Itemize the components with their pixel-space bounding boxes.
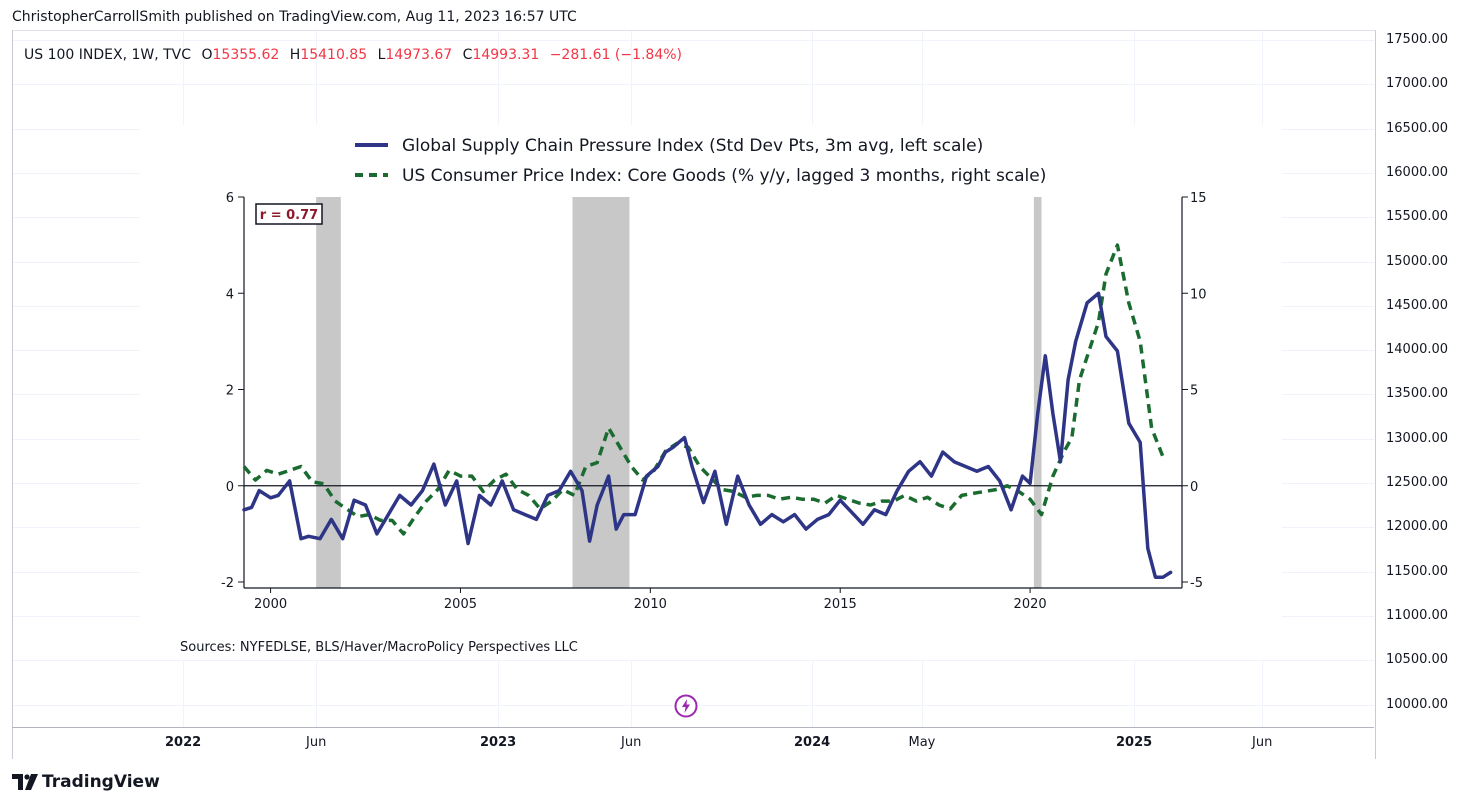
embedded-chart-image: 6 4 2 0 -2 15 10 5 0 -5 2000 2005 2010 2015 2020 Globa…: [140, 125, 1282, 660]
time-axis[interactable]: 2022 Jun 2023 Jun 2024 May 2025 Jun: [12, 727, 1374, 759]
left-tick-label: 2: [226, 384, 234, 399]
change-value: −281.61 (−1.84%): [549, 47, 682, 63]
right-tick-label: 5: [1190, 384, 1198, 399]
grid-line-horizontal: [13, 40, 1374, 41]
time-axis-label: Jun: [1252, 735, 1273, 750]
series-line-gscpi: [242, 291, 1173, 579]
price-scale-label: 12000.00: [1386, 519, 1449, 535]
symbol-legend[interactable]: US 100 INDEX, 1W, TVC O15355.62 H15410.8…: [24, 47, 688, 63]
price-scale-label: 16000.00: [1386, 164, 1449, 180]
correlation-label: r = 0.77: [260, 208, 318, 223]
price-scale-label: 10000.00: [1386, 696, 1449, 712]
price-scale-label: 14000.00: [1386, 342, 1449, 358]
price-scale-label: 17000.00: [1386, 76, 1449, 92]
price-scale-label: 13500.00: [1386, 386, 1449, 402]
open-label: O: [201, 47, 213, 63]
x-tick-label: 2000: [254, 597, 287, 612]
time-axis-label: 2023: [480, 735, 517, 750]
low-label: L: [377, 47, 386, 63]
price-scale-label: 13000.00: [1386, 430, 1449, 446]
x-tick-label: 2010: [634, 597, 667, 612]
left-tick-label: 4: [226, 287, 234, 302]
price-scale-label: 17500.00: [1386, 32, 1449, 47]
high-label: H: [289, 47, 301, 63]
series-line-cpi: [242, 243, 1165, 536]
tradingview-brand[interactable]: TradingView: [12, 772, 160, 792]
close-label: C: [462, 47, 473, 63]
correlation-box: r = 0.77: [255, 203, 323, 225]
left-tick-label: 0: [226, 480, 234, 495]
right-tick-label: -5: [1190, 576, 1203, 591]
price-scale-label: 14500.00: [1386, 297, 1449, 313]
lightning-icon[interactable]: [674, 694, 698, 718]
price-scale-label: 15000.00: [1386, 253, 1449, 269]
publisher-line: ChristopherCarrollSmith published on Tra…: [12, 9, 577, 25]
time-axis-label: 2024: [794, 735, 831, 750]
legend-entry-cpi: US Consumer Price Index: Core Goods (% y…: [402, 166, 1046, 186]
x-tick-label: 2015: [824, 597, 857, 612]
price-scale-label: 16500.00: [1386, 120, 1449, 136]
grid-line-horizontal: [13, 84, 1374, 86]
right-tick-label: 10: [1190, 287, 1207, 302]
time-axis-label: 2022: [165, 735, 202, 750]
left-tick-label: 6: [226, 191, 234, 206]
source-note: Sources: NYFEDLSE, BLS/Haver/MacroPolicy…: [180, 640, 578, 655]
recession-band: [1033, 197, 1042, 588]
price-scale-label: 15500.00: [1386, 209, 1449, 225]
right-tick-label: 0: [1190, 480, 1198, 495]
legend-entry-gscpi: Global Supply Chain Pressure Index (Std …: [402, 136, 983, 156]
x-tick-label: 2005: [444, 597, 477, 612]
grid-line-horizontal: [13, 660, 1374, 662]
chart-pane[interactable]: [12, 30, 1376, 759]
open-value: 15355.62: [212, 47, 280, 63]
tradingview-logo-icon: [12, 774, 38, 790]
low-value: 14973.67: [385, 47, 453, 63]
symbol-label: US 100 INDEX, 1W, TVC: [24, 47, 192, 63]
supply-chain-chart: 6 4 2 0 -2 15 10 5 0 -5 2000 2005 2010 2015 2020 Globa…: [180, 136, 1207, 655]
price-scale-label: 11000.00: [1386, 607, 1449, 623]
left-tick-label: -2: [221, 576, 234, 591]
price-scale[interactable]: 17500.00 17000.00 16500.00 16000.00 15500.00…: [1374, 30, 1472, 727]
brand-name: TradingView: [42, 772, 160, 792]
time-axis-label: Jun: [621, 735, 642, 750]
time-axis-label: Jun: [306, 735, 327, 750]
price-scale-label: 11500.00: [1386, 563, 1449, 579]
price-scale-label: 10500.00: [1386, 652, 1449, 668]
recession-band: [572, 197, 630, 588]
time-axis-label: May: [908, 735, 936, 750]
high-value: 15410.85: [300, 47, 368, 63]
right-tick-label: 15: [1190, 191, 1207, 206]
price-scale-label: 12500.00: [1386, 475, 1449, 490]
time-axis-label: 2025: [1116, 735, 1153, 750]
close-value: 14993.31: [472, 47, 540, 63]
x-tick-label: 2020: [1014, 597, 1047, 612]
